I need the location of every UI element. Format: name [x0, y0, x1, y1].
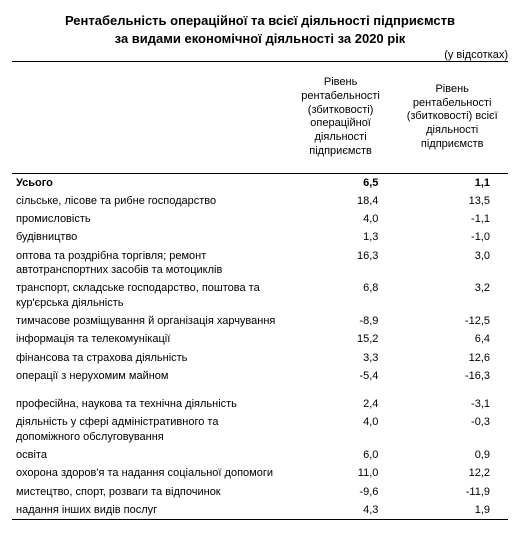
table-row: операції з нерухомим майном-5,4-16,3 — [12, 367, 508, 385]
units-label: (у відсотках) — [12, 49, 508, 61]
col-header-1: Рівень рентабельності (збитковості) опер… — [285, 62, 397, 174]
table-row: надання інших видів послуг4,31,9 — [12, 501, 508, 520]
row-value-1: 6,5 — [285, 173, 397, 192]
row-value-2: 3,0 — [396, 247, 508, 280]
row-value-2: 6,4 — [396, 330, 508, 348]
row-label: діяльність у сфері адміністративного та … — [12, 413, 285, 446]
row-value-2: 12,2 — [396, 464, 508, 482]
table-row-spacer — [12, 385, 508, 395]
title-line-2: за видами економічної діяльності за 2020… — [115, 31, 406, 46]
row-label: транспорт, складське господарство, пошто… — [12, 279, 285, 312]
table-header-row: Рівень рентабельності (збитковості) опер… — [12, 62, 508, 174]
profitability-table: Рівень рентабельності (збитковості) опер… — [12, 61, 508, 520]
row-value-1: 4,3 — [285, 501, 397, 520]
row-label: надання інших видів послуг — [12, 501, 285, 520]
row-label: фінансова та страхова діяльність — [12, 349, 285, 367]
row-label: інформація та телекомунікації — [12, 330, 285, 348]
title-line-1: Рентабельність операційної та всієї діял… — [65, 13, 455, 28]
row-label: сільське, лісове та рибне господарство — [12, 192, 285, 210]
table-row: охорона здоров'я та надання соціальної д… — [12, 464, 508, 482]
row-value-1: 4,0 — [285, 413, 397, 446]
row-label: будівництво — [12, 228, 285, 246]
row-value-2: 13,5 — [396, 192, 508, 210]
table-row: діяльність у сфері адміністративного та … — [12, 413, 508, 446]
table-row: фінансова та страхова діяльність3,312,6 — [12, 349, 508, 367]
table-row: тимчасове розміщування й організація хар… — [12, 312, 508, 330]
table-row: оптова та роздрібна торгівля; ремонт авт… — [12, 247, 508, 280]
page-title: Рентабельність операційної та всієї діял… — [12, 12, 508, 47]
row-value-2: -11,9 — [396, 483, 508, 501]
row-value-1: 1,3 — [285, 228, 397, 246]
row-label: професійна, наукова та технічна діяльніс… — [12, 395, 285, 413]
row-value-1: 6,0 — [285, 446, 397, 464]
row-value-1: -5,4 — [285, 367, 397, 385]
row-value-1: -8,9 — [285, 312, 397, 330]
table-body: Усього6,51,1сільське, лісове та рибне го… — [12, 173, 508, 520]
table-row: професійна, наукова та технічна діяльніс… — [12, 395, 508, 413]
row-value-1: 18,4 — [285, 192, 397, 210]
row-value-2: -0,3 — [396, 413, 508, 446]
row-value-2: 12,6 — [396, 349, 508, 367]
row-value-1: 15,2 — [285, 330, 397, 348]
row-value-1: 6,8 — [285, 279, 397, 312]
table-row-total: Усього6,51,1 — [12, 173, 508, 192]
col-header-empty — [12, 62, 285, 174]
row-label: Усього — [12, 173, 285, 192]
row-value-1: 4,0 — [285, 210, 397, 228]
row-value-2: -16,3 — [396, 367, 508, 385]
row-value-1: 11,0 — [285, 464, 397, 482]
table-row: мистецтво, спорт, розваги та відпочинок-… — [12, 483, 508, 501]
col-header-2: Рівень рентабельності (збитковості) всіє… — [396, 62, 508, 174]
row-label: оптова та роздрібна торгівля; ремонт авт… — [12, 247, 285, 280]
table-row: будівництво1,3-1,0 — [12, 228, 508, 246]
spacer-cell — [12, 385, 508, 395]
row-value-1: 3,3 — [285, 349, 397, 367]
table-row: освіта6,00,9 — [12, 446, 508, 464]
row-value-2: -1,0 — [396, 228, 508, 246]
row-value-2: -3,1 — [396, 395, 508, 413]
row-label: операції з нерухомим майном — [12, 367, 285, 385]
table-row: промисловість4,0-1,1 — [12, 210, 508, 228]
row-value-2: 1,9 — [396, 501, 508, 520]
row-value-2: 3,2 — [396, 279, 508, 312]
row-value-1: 16,3 — [285, 247, 397, 280]
row-label: освіта — [12, 446, 285, 464]
table-row: інформація та телекомунікації15,26,4 — [12, 330, 508, 348]
row-value-2: -12,5 — [396, 312, 508, 330]
row-label: охорона здоров'я та надання соціальної д… — [12, 464, 285, 482]
table-row: сільське, лісове та рибне господарство18… — [12, 192, 508, 210]
row-label: тимчасове розміщування й організація хар… — [12, 312, 285, 330]
row-value-2: 1,1 — [396, 173, 508, 192]
row-label: промисловість — [12, 210, 285, 228]
row-value-1: -9,6 — [285, 483, 397, 501]
row-value-2: 0,9 — [396, 446, 508, 464]
row-value-2: -1,1 — [396, 210, 508, 228]
row-value-1: 2,4 — [285, 395, 397, 413]
row-label: мистецтво, спорт, розваги та відпочинок — [12, 483, 285, 501]
table-row: транспорт, складське господарство, пошто… — [12, 279, 508, 312]
